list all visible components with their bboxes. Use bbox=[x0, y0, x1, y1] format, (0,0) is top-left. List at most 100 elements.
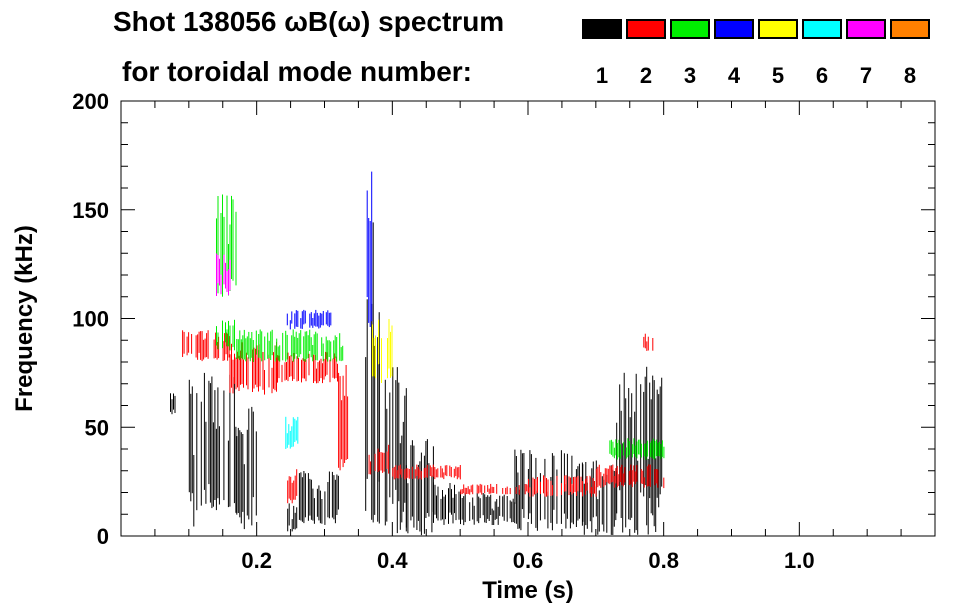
spectral-stroke bbox=[334, 353, 335, 379]
spectral-stroke bbox=[578, 463, 580, 519]
spectral-stroke bbox=[388, 319, 390, 369]
spectral-stroke bbox=[264, 370, 265, 395]
spectral-stroke bbox=[170, 393, 171, 412]
spectral-stroke bbox=[408, 469, 410, 479]
spectral-stroke bbox=[636, 441, 638, 459]
spectral-stroke bbox=[316, 312, 318, 327]
spectral-stroke bbox=[450, 467, 452, 478]
spectral-stroke bbox=[215, 332, 217, 358]
spectral-stroke bbox=[248, 331, 250, 359]
spectral-stroke bbox=[653, 380, 655, 527]
spectral-stroke bbox=[223, 216, 225, 284]
spectral-stroke bbox=[220, 274, 222, 295]
spectral-stroke bbox=[458, 467, 460, 478]
spectral-stroke bbox=[616, 465, 618, 488]
spectral-stroke bbox=[344, 395, 346, 463]
spectral-stroke bbox=[660, 444, 662, 459]
spectral-stroke bbox=[374, 453, 376, 472]
spectral-stroke bbox=[517, 472, 519, 529]
spectral-stroke bbox=[313, 498, 315, 524]
spectral-band bbox=[372, 319, 393, 383]
spectral-stroke bbox=[622, 443, 624, 533]
spectral-stroke bbox=[241, 342, 243, 385]
spectral-stroke bbox=[229, 354, 231, 393]
spectral-stroke bbox=[286, 362, 287, 380]
data-layer bbox=[170, 171, 665, 536]
spectral-stroke bbox=[606, 468, 608, 483]
spectral-stroke bbox=[610, 466, 612, 483]
spectral-stroke bbox=[229, 259, 231, 291]
spectral-stroke bbox=[304, 473, 306, 518]
spectral-stroke bbox=[618, 439, 620, 458]
spectral-stroke bbox=[239, 430, 241, 518]
spectral-stroke bbox=[288, 503, 290, 526]
spectral-stroke bbox=[213, 339, 215, 359]
spectral-stroke bbox=[609, 465, 611, 485]
spectral-stroke bbox=[372, 222, 374, 523]
spectral-stroke bbox=[188, 379, 190, 493]
spectral-stroke bbox=[328, 340, 330, 357]
spectral-stroke bbox=[218, 336, 220, 359]
spectral-stroke bbox=[609, 440, 611, 454]
spectral-stroke bbox=[529, 450, 531, 514]
spectral-stroke bbox=[556, 475, 558, 497]
spectral-stroke bbox=[396, 367, 398, 534]
spectral-stroke bbox=[612, 464, 614, 482]
spectral-stroke bbox=[532, 477, 534, 497]
legend-swatch-4 bbox=[714, 19, 754, 39]
spectral-stroke bbox=[289, 430, 291, 449]
spectral-stroke bbox=[635, 373, 637, 531]
spectral-stroke bbox=[382, 452, 384, 473]
spectral-stroke bbox=[345, 365, 347, 460]
spectral-stroke bbox=[198, 331, 200, 353]
spectral-stroke bbox=[655, 469, 657, 484]
spectral-stroke bbox=[301, 359, 302, 383]
spectral-stroke bbox=[188, 332, 190, 353]
spectral-stroke bbox=[384, 379, 386, 526]
spectral-stroke bbox=[514, 502, 516, 524]
series-mode-2 bbox=[182, 330, 665, 504]
spectral-stroke bbox=[487, 495, 489, 519]
spectral-stroke bbox=[271, 367, 273, 394]
spectral-stroke bbox=[347, 396, 349, 459]
spectral-stroke bbox=[398, 382, 400, 502]
spectral-stroke bbox=[440, 465, 442, 478]
spectral-stroke bbox=[388, 444, 390, 474]
spectral-stroke bbox=[466, 487, 468, 494]
spectral-stroke bbox=[485, 496, 487, 523]
spectral-stroke bbox=[547, 491, 549, 529]
spectral-stroke bbox=[304, 359, 305, 379]
spectral-stroke bbox=[552, 485, 553, 496]
spectral-stroke bbox=[229, 374, 231, 507]
spectral-stroke bbox=[649, 464, 651, 487]
spectral-stroke bbox=[191, 334, 193, 354]
spectral-band bbox=[236, 406, 257, 530]
spectral-stroke bbox=[333, 475, 335, 520]
spectral-stroke bbox=[203, 339, 205, 360]
spectral-stroke bbox=[215, 428, 217, 511]
spectral-stroke bbox=[285, 416, 287, 449]
spectral-stroke bbox=[231, 195, 232, 279]
spectral-stroke bbox=[330, 341, 332, 362]
spectral-stroke bbox=[573, 477, 574, 494]
spectral-stroke bbox=[529, 487, 531, 497]
spectral-stroke bbox=[292, 360, 293, 381]
spectral-stroke bbox=[287, 508, 289, 532]
spectral-stroke bbox=[255, 431, 257, 516]
spectral-stroke bbox=[627, 438, 629, 458]
legend-label-7: 7 bbox=[859, 63, 873, 88]
spectral-stroke bbox=[223, 390, 225, 501]
spectral-stroke bbox=[663, 477, 665, 489]
chart-subtitle: for toroidal mode number: bbox=[122, 56, 472, 87]
spectral-stroke bbox=[463, 484, 465, 494]
spectral-stroke bbox=[316, 368, 317, 384]
spectral-band bbox=[460, 483, 529, 495]
spectral-stroke bbox=[595, 486, 597, 497]
spectral-stroke bbox=[222, 341, 224, 361]
spectral-stroke bbox=[398, 465, 400, 479]
spectral-band bbox=[338, 365, 349, 471]
spectral-stroke bbox=[467, 486, 469, 494]
spectral-stroke bbox=[255, 348, 256, 385]
spectral-stroke bbox=[190, 393, 192, 502]
spectral-stroke bbox=[259, 344, 261, 387]
